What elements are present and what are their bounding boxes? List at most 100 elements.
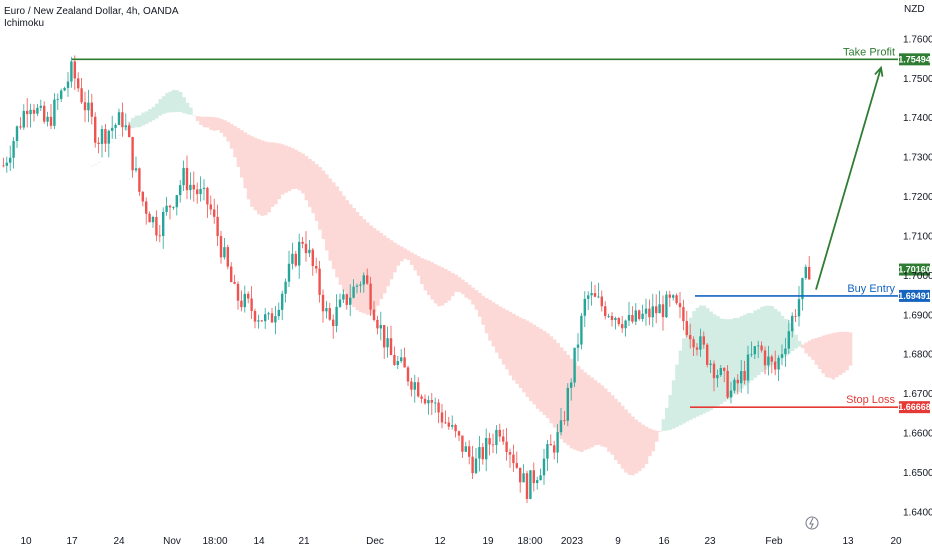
projection-arrow <box>815 67 882 290</box>
stop-loss-price-badge <box>899 401 930 414</box>
cloud-segment <box>182 97 186 114</box>
candle <box>83 91 87 123</box>
cloud-segment <box>209 116 214 130</box>
candle <box>304 231 308 262</box>
candle <box>104 124 107 152</box>
cloud-segment <box>263 141 268 216</box>
candle <box>128 123 131 138</box>
cloud-segment <box>308 158 312 207</box>
cloud-segment <box>314 164 319 221</box>
candle <box>808 255 811 280</box>
cloud-segment <box>437 265 441 307</box>
candle <box>138 167 141 196</box>
cloud-segment <box>110 141 115 143</box>
cloud-segment <box>522 319 526 393</box>
candle <box>553 440 556 460</box>
candle <box>393 346 396 366</box>
candle <box>189 172 192 200</box>
candle <box>614 316 617 330</box>
price-axis[interactable]: 1.64000 1.65000 1.66000 1.67000 1.68000 1.690… <box>903 34 932 518</box>
candle <box>702 331 705 349</box>
candle <box>648 299 651 326</box>
cloud-segment <box>226 121 231 142</box>
candle <box>362 272 365 293</box>
cloud-segment <box>607 391 611 452</box>
x-tick-label: 17 <box>66 536 78 547</box>
candle <box>124 113 127 131</box>
candle <box>359 281 362 293</box>
candle <box>464 441 467 453</box>
candle <box>515 451 518 470</box>
cloud-segment <box>780 315 785 359</box>
time-axis[interactable]: 10 17 24 Nov 18:00 14 21 Dec 12 19 18:00 2023 9 16 23 F… <box>20 536 902 547</box>
candle <box>478 436 481 472</box>
cloud-segment <box>287 146 292 192</box>
candle <box>342 289 345 303</box>
candle <box>56 93 59 111</box>
candle <box>706 343 709 368</box>
candle <box>522 464 525 483</box>
cloud-segment <box>733 317 737 395</box>
x-tick-label: 18:00 <box>202 536 227 547</box>
candle <box>801 277 804 311</box>
cloud-segment <box>498 306 503 359</box>
candle <box>794 309 797 323</box>
cloud-segment <box>671 380 676 429</box>
cloud-segment <box>178 91 183 113</box>
candle <box>352 279 355 299</box>
cloud-segment <box>838 331 843 376</box>
candle <box>192 171 195 202</box>
candle <box>488 432 491 456</box>
candle <box>383 324 386 359</box>
candle <box>9 145 12 171</box>
lightning-icon[interactable] <box>805 516 819 530</box>
stop-loss-price-value: 1.66668 <box>898 402 931 412</box>
candle <box>202 179 206 201</box>
candle <box>376 315 379 335</box>
take-profit-price-badge <box>899 53 930 66</box>
cloud-segment <box>321 170 326 240</box>
candle <box>12 137 15 169</box>
candle <box>604 301 607 320</box>
candle <box>729 381 733 404</box>
candle <box>15 125 19 148</box>
cloud-segment <box>172 89 176 113</box>
candle <box>308 239 311 257</box>
candle <box>185 155 189 200</box>
candle <box>5 156 8 173</box>
cloud-segment <box>824 334 829 378</box>
cloud-segment <box>658 431 662 432</box>
cloud-segment <box>376 230 380 306</box>
cloud-segment <box>814 338 819 365</box>
candle <box>743 360 746 385</box>
cloud-segment <box>362 219 367 314</box>
cloud-segment <box>134 115 139 128</box>
y-tick-label: 1.71000 <box>903 231 932 242</box>
cloud-segment <box>355 212 360 311</box>
cloud-segment <box>107 146 112 148</box>
cloud-segment <box>688 317 693 420</box>
candle <box>301 236 304 249</box>
cloud-segment <box>542 330 547 415</box>
candle <box>63 86 66 92</box>
indicator-label[interactable]: Ichimoku <box>4 18 45 29</box>
candle <box>491 433 495 453</box>
cloud-segment <box>739 316 744 389</box>
candle <box>287 250 291 287</box>
candle <box>32 104 36 122</box>
cloud-segment <box>430 262 435 300</box>
cloud-segment <box>760 306 764 373</box>
candle <box>777 355 780 382</box>
candle <box>434 397 437 413</box>
candle <box>22 104 25 130</box>
candle <box>508 448 512 468</box>
candle <box>532 462 535 492</box>
cloud-segment <box>753 310 758 378</box>
cloud-segment <box>532 324 537 405</box>
candle <box>481 442 484 465</box>
cloud-segment <box>155 103 159 119</box>
cloud-segment <box>158 98 163 116</box>
ichimoku-cloud <box>90 89 853 476</box>
candle <box>379 311 382 341</box>
